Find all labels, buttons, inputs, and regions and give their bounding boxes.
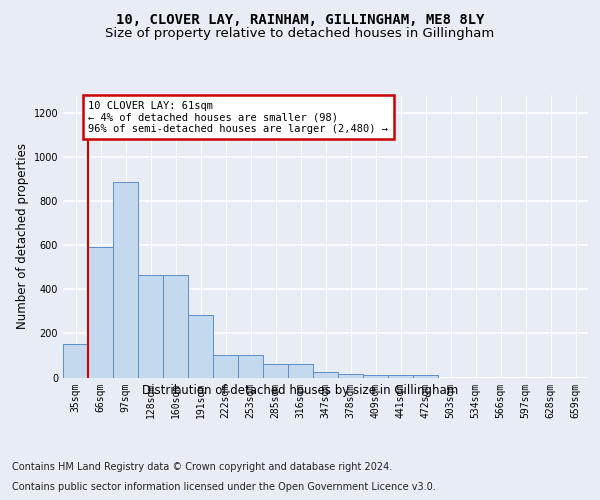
Bar — [413, 374, 438, 378]
Bar — [263, 364, 288, 378]
Text: 10, CLOVER LAY, RAINHAM, GILLINGHAM, ME8 8LY: 10, CLOVER LAY, RAINHAM, GILLINGHAM, ME8… — [116, 12, 484, 26]
Bar — [213, 355, 238, 378]
Text: Contains public sector information licensed under the Open Government Licence v3: Contains public sector information licen… — [12, 482, 436, 492]
Bar — [63, 344, 88, 378]
Bar — [338, 374, 363, 378]
Text: Distribution of detached houses by size in Gillingham: Distribution of detached houses by size … — [142, 384, 458, 397]
Bar — [88, 248, 113, 378]
Bar — [188, 314, 213, 378]
Bar — [138, 275, 163, 378]
Bar — [113, 182, 138, 378]
Text: 10 CLOVER LAY: 61sqm
← 4% of detached houses are smaller (98)
96% of semi-detach: 10 CLOVER LAY: 61sqm ← 4% of detached ho… — [89, 100, 389, 134]
Bar — [313, 372, 338, 378]
Bar — [163, 275, 188, 378]
Text: Size of property relative to detached houses in Gillingham: Size of property relative to detached ho… — [106, 28, 494, 40]
Y-axis label: Number of detached properties: Number of detached properties — [16, 143, 29, 329]
Bar — [238, 355, 263, 378]
Bar — [288, 364, 313, 378]
Bar — [363, 374, 388, 378]
Text: Contains HM Land Registry data © Crown copyright and database right 2024.: Contains HM Land Registry data © Crown c… — [12, 462, 392, 472]
Bar — [388, 374, 413, 378]
